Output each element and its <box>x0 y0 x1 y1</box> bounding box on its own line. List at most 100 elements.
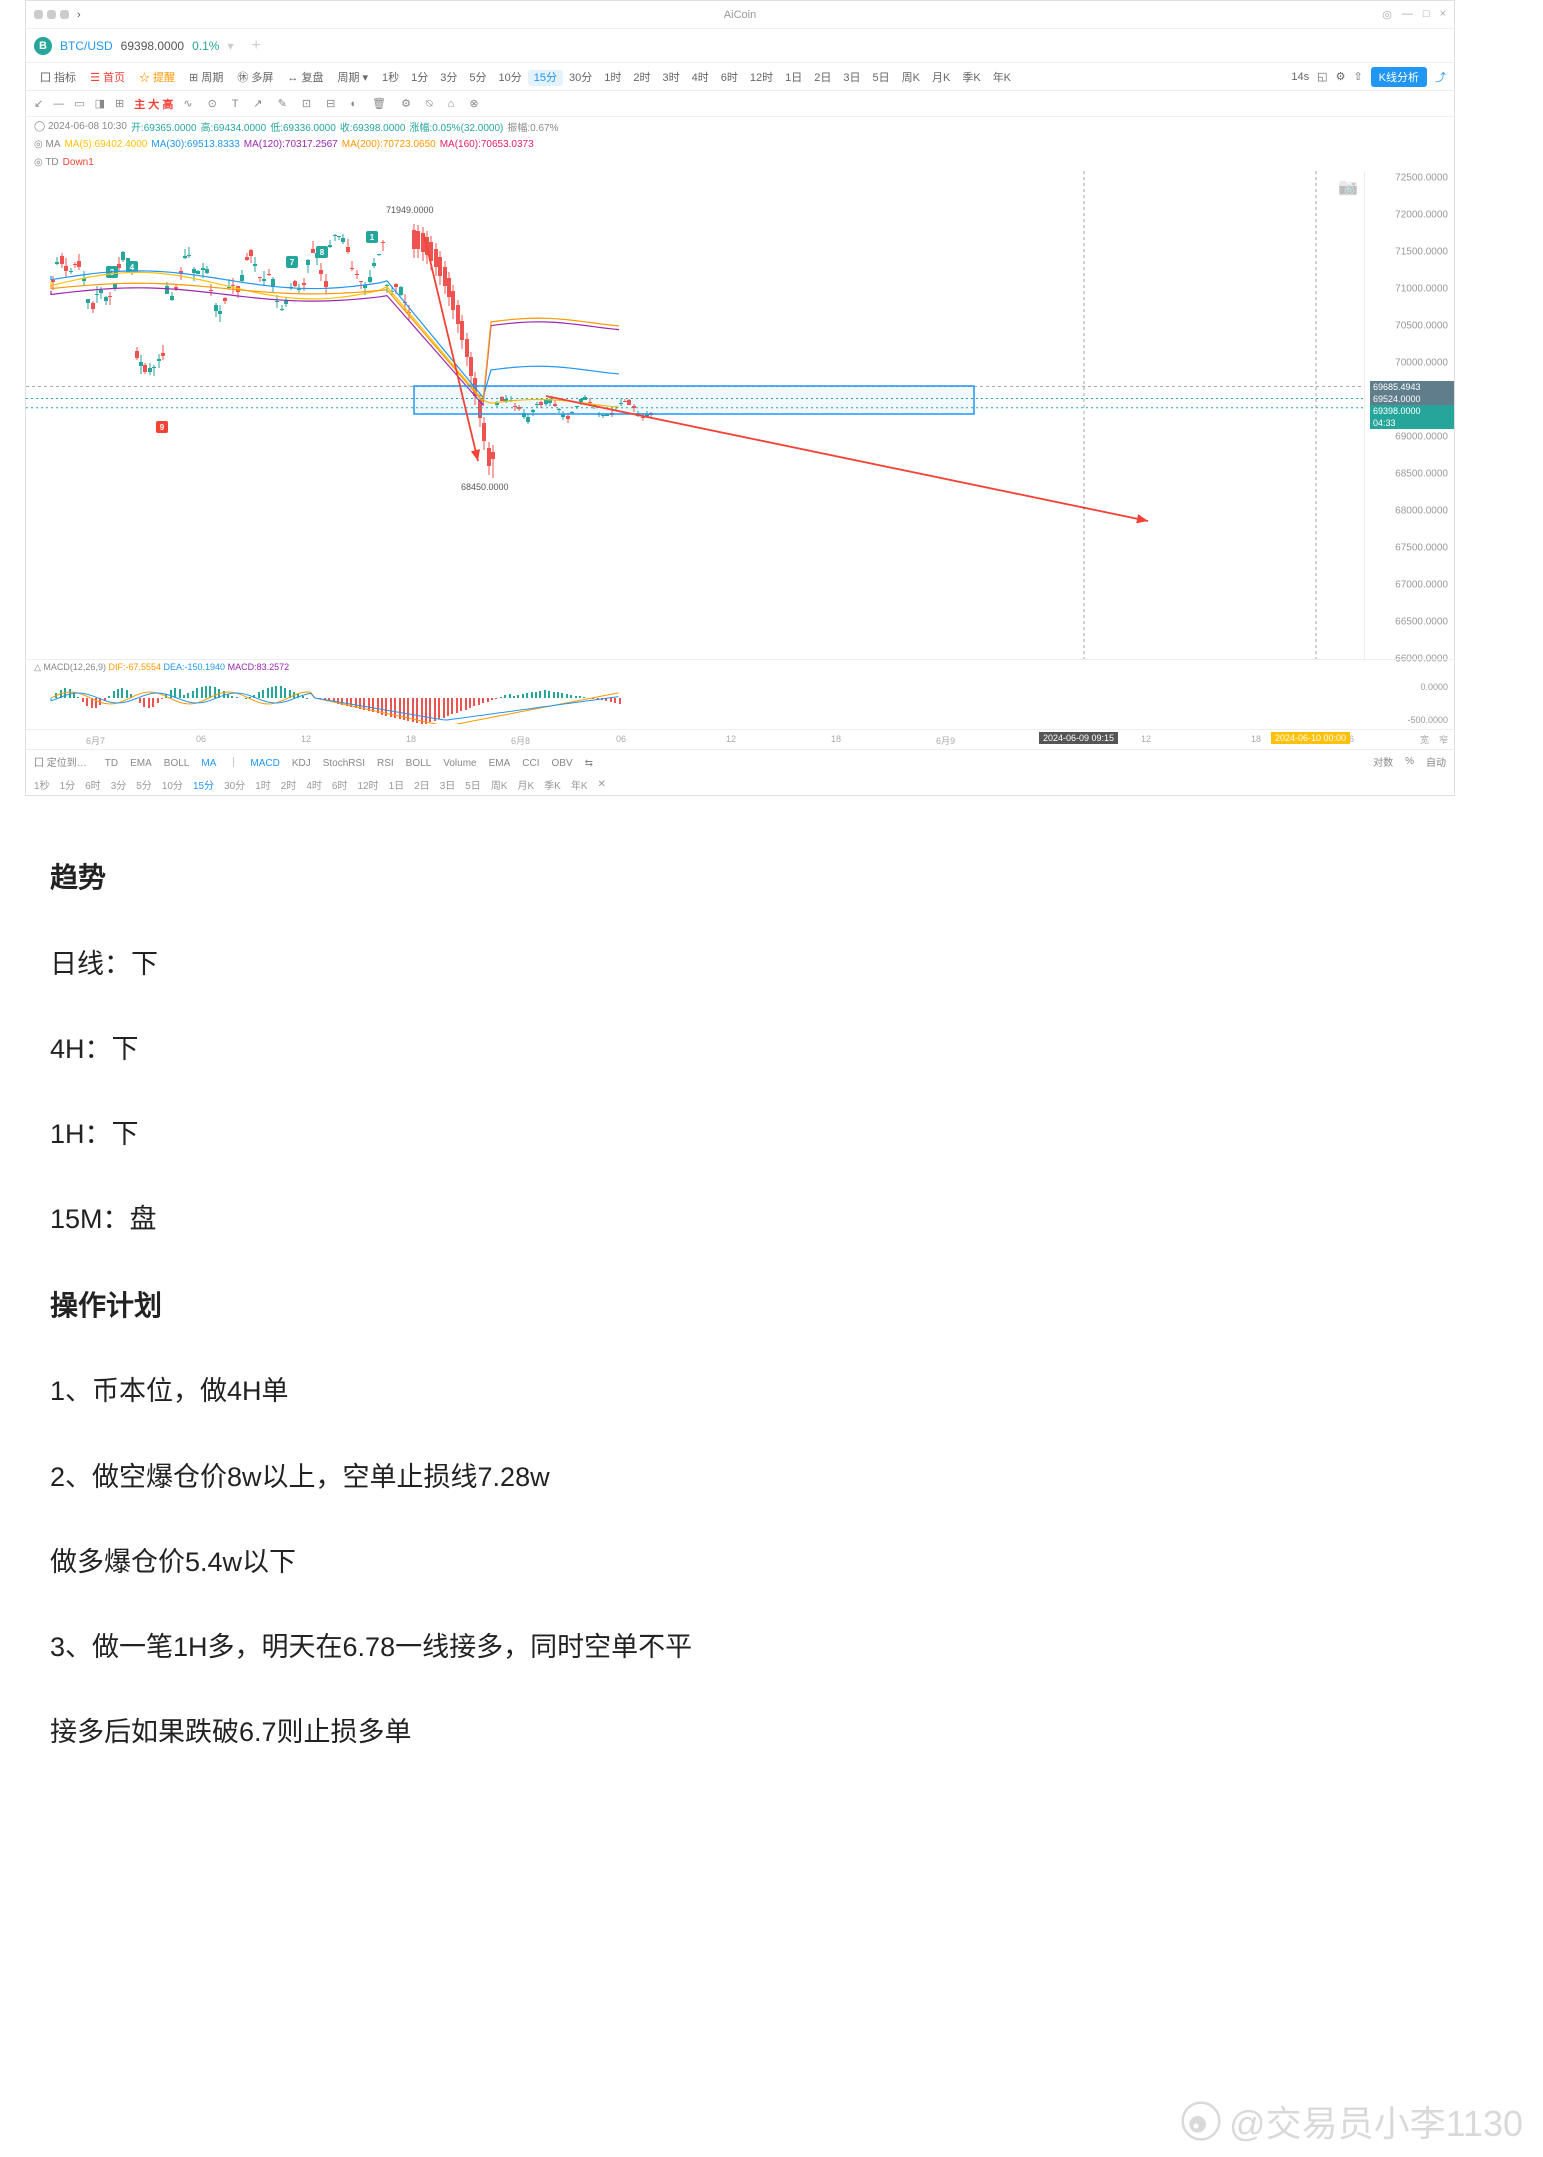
timeframe-月K[interactable]: 月K <box>926 70 956 86</box>
ind-CCI[interactable]: CCI <box>522 758 539 769</box>
locate-btn[interactable]: 囗 定位到… <box>34 754 87 769</box>
ma160: MA(160):70653.0373 <box>440 139 534 150</box>
log-btn[interactable]: 对数 <box>1373 754 1393 769</box>
timeframe-6时[interactable]: 6时 <box>715 70 744 86</box>
symbol-name[interactable]: BTC/USD <box>60 39 113 53</box>
ind-OBV[interactable]: OBV <box>552 758 573 769</box>
timeframe-3分[interactable]: 3分 <box>434 70 463 86</box>
titlebar-right[interactable]: ◎ — □ × <box>1382 8 1446 21</box>
timeframe-季K[interactable]: 季K <box>956 70 986 86</box>
layout-icon[interactable]: ◱ <box>1317 70 1327 83</box>
bottf-季K[interactable]: 季K <box>544 777 561 792</box>
bottf-✕[interactable]: ✕ <box>598 779 606 790</box>
snapshot-icon[interactable]: 📷 <box>1338 177 1358 197</box>
timeframe-2时[interactable]: 2时 <box>627 70 656 86</box>
timeframe-12时[interactable]: 12时 <box>744 70 779 86</box>
bottf-周K[interactable]: 周K <box>491 777 508 792</box>
timeframe-10分[interactable]: 10分 <box>493 70 528 86</box>
close-icon[interactable]: × <box>1440 8 1446 21</box>
window-buttons[interactable] <box>34 10 69 19</box>
ind-StochRSI[interactable]: StochRSI <box>323 758 365 769</box>
bottf-6时[interactable]: 6时 <box>332 777 348 792</box>
bottf-5日[interactable]: 5日 <box>465 777 481 792</box>
td-label: ◎ TD <box>34 157 59 168</box>
timeframe-2日[interactable]: 2日 <box>808 70 837 86</box>
bottf-年K[interactable]: 年K <box>571 777 588 792</box>
time-tick: 06 <box>616 734 626 744</box>
multiscreen-btn[interactable]: ㊡ 多屏 <box>231 67 279 87</box>
timeframe-3时[interactable]: 3时 <box>657 70 686 86</box>
ind-MA[interactable]: MA <box>201 758 216 769</box>
ma-label: ◎ MA <box>34 139 61 150</box>
time-axis-right[interactable]: 宽 窄 <box>1420 733 1448 746</box>
ind-｜[interactable]: ｜ <box>228 758 238 769</box>
bottf-2日[interactable]: 2日 <box>414 777 430 792</box>
timeframe-1时[interactable]: 1时 <box>598 70 627 86</box>
replay-btn[interactable]: ↔ 复盘 <box>281 67 329 87</box>
draw-hline[interactable]: — <box>53 98 64 110</box>
home-btn[interactable]: ☰ 首页 <box>84 67 131 87</box>
wide-btn[interactable]: 宽 <box>1420 733 1429 746</box>
auto-btn[interactable]: 自动 <box>1426 754 1446 769</box>
draw-fill[interactable]: ◨ <box>95 97 105 110</box>
bottf-1秒[interactable]: 1秒 <box>34 777 50 792</box>
draw-misc[interactable]: ∿ ⊙ T ↗ ✎ ⊡ ⊟ ◐ 🗑 ⚙ ⍉ ⌂ ⊗ <box>183 97 484 111</box>
ind-⇆[interactable]: ⇆ <box>585 758 593 769</box>
bottf-1时[interactable]: 1时 <box>255 777 271 792</box>
timeframe-30分[interactable]: 30分 <box>563 70 598 86</box>
gear-icon[interactable]: ⚙ <box>1336 70 1346 83</box>
timeframe-1日[interactable]: 1日 <box>779 70 808 86</box>
kline-analysis-btn[interactable]: K线分析 <box>1371 67 1427 87</box>
period-btn[interactable]: ⊞ 周期 <box>183 67 229 87</box>
zhuda-label[interactable]: 主 大 高 <box>134 96 173 112</box>
add-tab-button[interactable]: + <box>241 37 270 55</box>
period-dd[interactable]: 周期 ▾ <box>331 67 374 87</box>
bottf-30分[interactable]: 30分 <box>224 777 245 792</box>
bottf-10分[interactable]: 10分 <box>162 777 183 792</box>
bottf-15分[interactable]: 15分 <box>193 777 214 792</box>
upload-icon[interactable]: ⇧ <box>1353 70 1362 83</box>
bottf-3分[interactable]: 3分 <box>111 777 127 792</box>
ind-BOLL[interactable]: BOLL <box>406 758 432 769</box>
draw-line[interactable]: ↙ <box>34 97 43 110</box>
bottf-6时[interactable]: 6时 <box>85 777 101 792</box>
alert-btn[interactable]: ☆ 提醒 <box>133 67 181 87</box>
timeframe-4时[interactable]: 4时 <box>686 70 715 86</box>
timeframe-1秒[interactable]: 1秒 <box>376 70 405 86</box>
timeframe-3日[interactable]: 3日 <box>837 70 866 86</box>
ind-TD[interactable]: TD <box>105 758 118 769</box>
ind-Volume[interactable]: Volume <box>443 758 476 769</box>
ind-EMA[interactable]: EMA <box>130 758 152 769</box>
indicator-btn[interactable]: 囗 指标 <box>34 67 82 87</box>
timeframe-年K[interactable]: 年K <box>987 70 1017 86</box>
chart-canvas[interactable]: 71949.000068450.0000349781 <box>26 171 1364 659</box>
search-icon[interactable]: ◎ <box>1382 8 1392 21</box>
ind-MACD[interactable]: MACD <box>250 758 279 769</box>
draw-grid[interactable]: ⊞ <box>115 97 124 110</box>
share-icon[interactable]: ⤴ <box>1435 69 1446 85</box>
bottf-12时[interactable]: 12时 <box>357 777 378 792</box>
minimize-icon[interactable]: — <box>1402 8 1413 21</box>
maximize-icon[interactable]: □ <box>1423 8 1430 21</box>
bottf-1日[interactable]: 1日 <box>389 777 405 792</box>
pct-btn[interactable]: % <box>1405 756 1414 767</box>
draw-rect[interactable]: ▭ <box>74 97 84 110</box>
chart-area[interactable]: 71949.000068450.0000349781 72500.0000720… <box>26 171 1454 659</box>
timeframe-5日[interactable]: 5日 <box>867 70 896 86</box>
bottf-2时[interactable]: 2时 <box>281 777 297 792</box>
timeframe-周K[interactable]: 周K <box>896 70 926 86</box>
timeframe-5分[interactable]: 5分 <box>463 70 492 86</box>
bottf-4时[interactable]: 4时 <box>306 777 322 792</box>
bottf-月K[interactable]: 月K <box>517 777 534 792</box>
ind-EMA[interactable]: EMA <box>489 758 511 769</box>
ind-KDJ[interactable]: KDJ <box>292 758 311 769</box>
bottf-5分[interactable]: 5分 <box>136 777 152 792</box>
bottf-3日[interactable]: 3日 <box>440 777 456 792</box>
timeframe-15分[interactable]: 15分 <box>528 70 563 86</box>
ind-BOLL[interactable]: BOLL <box>164 758 190 769</box>
narrow-btn[interactable]: 窄 <box>1439 733 1448 746</box>
ind-RSI[interactable]: RSI <box>377 758 394 769</box>
time-tick: 6月7 <box>86 734 105 747</box>
timeframe-1分[interactable]: 1分 <box>405 70 434 86</box>
bottf-1分[interactable]: 1分 <box>60 777 76 792</box>
